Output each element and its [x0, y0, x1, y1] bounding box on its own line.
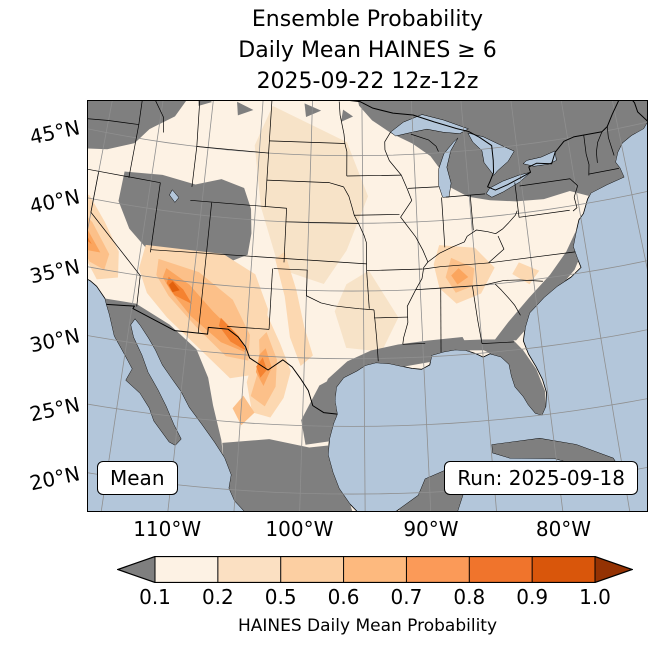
region-o1: [512, 262, 540, 285]
region-mask: [340, 109, 354, 122]
map-panel: Mean Run: 2025-09-18: [87, 100, 648, 512]
lat-tick-label: 25°N: [27, 391, 82, 426]
run-annotation-label: Run: 2025-09-18: [457, 466, 625, 490]
region-o3: [88, 209, 101, 253]
colorbar-tick-label: 0.2: [201, 585, 234, 609]
region-mask: [445, 339, 546, 421]
colorbar-under-arrow: [117, 556, 155, 583]
colorbar-tick-label: 0.5: [264, 585, 297, 609]
lat-tick-label: 20°N: [27, 460, 82, 495]
lat-tick-label: 30°N: [27, 322, 82, 357]
title-line-3: 2025-09-22 12z-12z: [256, 69, 479, 94]
colorbar-segment: [406, 556, 470, 583]
national-borders: [106, 101, 647, 415]
colorbar-tick-label: 0.8: [453, 585, 486, 609]
mean-annotation-label: Mean: [110, 466, 165, 490]
colorbar-tick-label: 0.7: [390, 585, 423, 609]
region-o4: [218, 317, 247, 351]
region-mask: [304, 103, 322, 118]
colorbar-segment: [343, 556, 407, 583]
region-o3: [451, 268, 469, 285]
title-line-1: Ensemble Probability: [251, 7, 484, 32]
region-mask: [301, 380, 338, 445]
lon-tick-label: 80°W: [535, 517, 592, 541]
region-mask: [237, 101, 254, 116]
lon-tick-label: 100°W: [265, 517, 334, 541]
region-cream2: [254, 105, 368, 285]
title-line-2: Daily Mean HAINES ≥ 6: [238, 38, 497, 63]
colorbar-title: HAINES Daily Mean Probability: [237, 616, 498, 636]
region-o5: [168, 281, 180, 293]
colorbar-over-arrow: [595, 556, 633, 583]
region-mask: [88, 101, 188, 150]
colorbar-tick-label: 0.6: [327, 585, 360, 609]
lon-tick-label: 110°W: [133, 517, 202, 541]
colorbar-tick-label: 0.1: [139, 585, 171, 609]
map-canvas: [88, 101, 647, 511]
colorbar-segment: [469, 556, 533, 583]
lat-tick-label: 40°N: [27, 184, 82, 219]
colorbar-segment: [155, 556, 219, 583]
great-lakes: [169, 114, 557, 203]
colorbar-tick-label: 1.0: [579, 585, 611, 609]
region-o1: [275, 251, 313, 367]
lon-tick-label: 90°W: [403, 517, 459, 541]
run-annotation-box: Run: 2025-09-18: [444, 461, 638, 495]
region-mask: [222, 439, 365, 511]
mean-annotation-box: Mean: [97, 461, 178, 495]
colorbar-tick-label: 0.9: [516, 585, 549, 609]
colorbar-segment: [217, 556, 282, 583]
region-o4: [256, 357, 267, 378]
colorbar-segment: [532, 556, 596, 583]
state-borders: [88, 101, 619, 362]
colorbar: [117, 556, 633, 583]
colorbar-outline: [117, 556, 633, 583]
region-o2: [232, 395, 255, 426]
colorbar-segment: [280, 556, 345, 583]
region-mask: [198, 101, 213, 106]
lat-tick-label: 45°N: [27, 115, 82, 150]
lat-tick-label: 35°N: [27, 253, 82, 288]
figure-title: Ensemble Probability Daily Mean HAINES ≥…: [87, 4, 648, 97]
